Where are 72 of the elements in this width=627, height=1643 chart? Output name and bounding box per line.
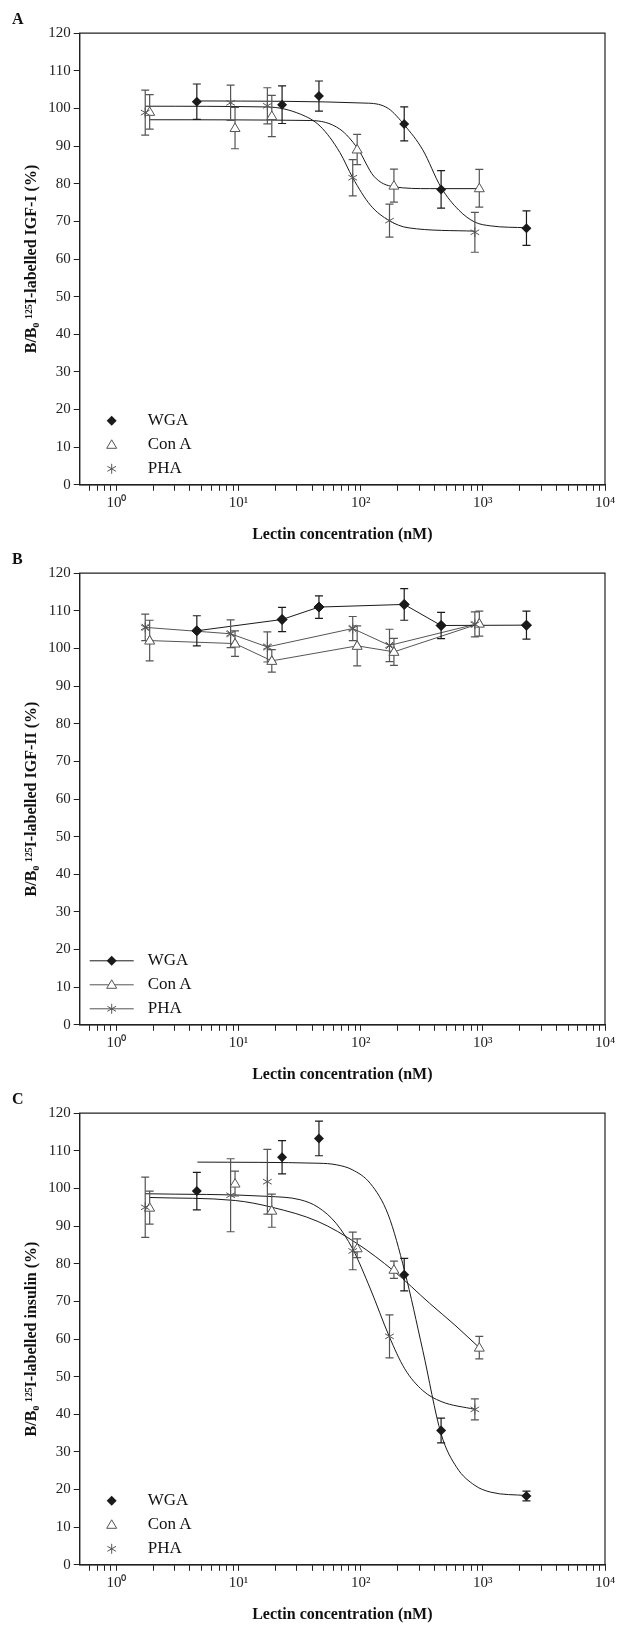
x-tick-label: 10³: [473, 1573, 494, 1590]
x-tick-label: 10¹: [228, 1573, 249, 1590]
y-tick-label: 50: [55, 827, 71, 844]
y-tick-label: 0: [63, 475, 71, 492]
y-tick-label: 120: [48, 24, 71, 41]
x-tick-label: 10⁴: [594, 1573, 616, 1590]
y-tick-label: 40: [55, 865, 71, 882]
legend-label: PHA: [147, 458, 183, 478]
x-tick-label: 10¹: [228, 1033, 249, 1050]
y-axis-title: B/B₀ ¹²⁵I-labelled insulin (%): [21, 1241, 40, 1437]
y-tick-label: 30: [55, 362, 71, 379]
y-tick-label: 20: [55, 1480, 71, 1497]
x-axis-title: Lectin concentration (nM): [252, 1064, 433, 1083]
y-tick-label: 110: [48, 601, 71, 618]
y-tick-label: 0: [63, 1015, 71, 1032]
y-tick-label: 20: [55, 940, 71, 957]
y-tick-label: 10: [55, 1518, 71, 1535]
y-tick-label: 50: [55, 1367, 71, 1384]
x-tick-label: 10⁰: [106, 493, 127, 510]
x-tick-label: 10²: [350, 1033, 371, 1050]
chart-title: C: [12, 1089, 24, 1107]
y-tick-label: 80: [55, 174, 71, 191]
x-tick-label: 10³: [473, 1033, 494, 1050]
y-tick-label: 60: [55, 1329, 71, 1346]
legend-label: Con A: [147, 434, 193, 454]
y-tick-label: 20: [55, 400, 71, 417]
y-tick-label: 30: [55, 902, 71, 919]
y-tick-label: 90: [55, 137, 71, 154]
legend-label: WGA: [147, 410, 190, 430]
y-tick-label: 80: [55, 1254, 71, 1271]
y-tick-label: 10: [55, 438, 71, 455]
chart-title: A: [12, 9, 24, 27]
y-tick-label: 110: [48, 1141, 71, 1158]
y-tick-label: 70: [55, 752, 71, 769]
y-tick-label: 100: [48, 639, 71, 656]
x-tick-label: 10⁴: [594, 493, 616, 510]
y-tick-label: 40: [55, 1405, 71, 1422]
chart-title: B: [12, 549, 23, 567]
y-tick-label: 0: [63, 1555, 71, 1572]
y-tick-label: 30: [55, 1442, 71, 1459]
legend-label: PHA: [147, 998, 183, 1018]
y-tick-label: 100: [48, 99, 71, 116]
legend-label: PHA: [147, 1538, 183, 1558]
y-tick-label: 90: [55, 677, 71, 694]
legend-label: WGA: [147, 950, 190, 970]
y-tick-label: 70: [55, 1292, 71, 1309]
y-tick-label: 120: [48, 1104, 71, 1121]
legend-label: Con A: [147, 974, 193, 994]
x-tick-label: 10⁰: [106, 1573, 127, 1590]
y-tick-label: 110: [48, 61, 71, 78]
x-tick-label: 10²: [350, 493, 371, 510]
y-tick-label: 120: [48, 564, 71, 581]
y-tick-label: 100: [48, 1179, 71, 1196]
y-axis-title: B/B₀ ¹²⁵I-labelled IGF-I (%): [21, 164, 40, 354]
y-tick-label: 40: [55, 325, 71, 342]
x-tick-label: 10¹: [228, 493, 249, 510]
y-tick-label: 90: [55, 1217, 71, 1234]
y-tick-label: 60: [55, 789, 71, 806]
x-tick-label: 10³: [473, 493, 494, 510]
legend-label: Con A: [147, 1514, 193, 1534]
y-tick-label: 70: [55, 212, 71, 229]
y-tick-label: 60: [55, 249, 71, 266]
y-tick-label: 10: [55, 978, 71, 995]
y-tick-label: 80: [55, 714, 71, 731]
y-tick-label: 50: [55, 287, 71, 304]
x-axis-title: Lectin concentration (nM): [252, 1604, 433, 1623]
y-axis-title: B/B₀ ¹²⁵I-labelled IGF-II (%): [21, 701, 40, 897]
legend-label: WGA: [147, 1490, 190, 1510]
x-tick-label: 10⁴: [594, 1033, 616, 1050]
x-tick-label: 10²: [350, 1573, 371, 1590]
x-tick-label: 10⁰: [106, 1033, 127, 1050]
x-axis-title: Lectin concentration (nM): [252, 524, 433, 543]
